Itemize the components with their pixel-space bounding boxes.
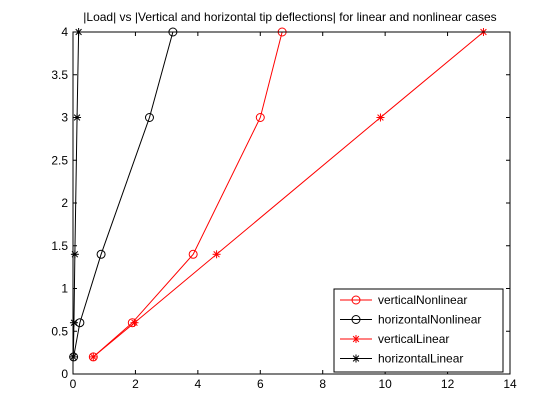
legend-swatch-marker <box>352 335 360 343</box>
y-tick-label: 2.5 <box>51 153 68 167</box>
series-verticalLinear <box>89 28 488 361</box>
data-point-horizontalLinear <box>70 250 79 259</box>
legend-swatch-marker <box>351 295 361 305</box>
x-tick-label: 8 <box>319 377 326 391</box>
data-point-verticalLinear <box>212 250 221 259</box>
y-tick-label: 1.5 <box>51 239 68 253</box>
y-tick-label: 3.5 <box>51 68 68 82</box>
legend-swatch-marker <box>351 315 361 324</box>
data-point-horizontalLinear <box>69 318 78 327</box>
series-line-horizontalNonlinear <box>73 31 174 357</box>
x-tick-label: 14 <box>503 377 517 391</box>
data-point-verticalNonlinear <box>255 113 265 122</box>
legend-label: horizontalNonlinear <box>378 313 481 327</box>
y-tick-label: 3 <box>61 111 68 125</box>
data-point-horizontalNonlinear <box>144 113 154 122</box>
x-tick-label: 0 <box>70 377 77 391</box>
x-tick-label: 6 <box>257 377 264 391</box>
data-point-verticalLinear <box>376 113 385 122</box>
y-tick-label: 0 <box>61 367 68 381</box>
data-point-verticalLinear <box>130 318 139 327</box>
legend-label: verticalNonlinear <box>378 293 467 307</box>
chart-title: |Load| vs |Vertical and horizontal tip d… <box>83 10 496 24</box>
data-point-horizontalNonlinear <box>96 249 106 259</box>
data-point-verticalLinear <box>89 352 98 361</box>
data-point-verticalNonlinear <box>188 249 198 259</box>
legend-label: verticalLinear <box>378 332 449 346</box>
series-layer <box>69 27 488 362</box>
legend: verticalNonlinear horizontalNonlinear vert… <box>333 288 504 373</box>
y-tick-label: 0.5 <box>51 324 68 338</box>
x-tick-label: 12 <box>441 377 455 391</box>
legend-item: horizontalNonlinear <box>340 313 481 327</box>
x-tick-label: 4 <box>195 377 202 391</box>
y-tick-label: 1 <box>61 282 68 296</box>
y-tick-label: 4 <box>61 25 68 39</box>
x-tick-label: 2 <box>132 377 139 391</box>
legend-item: verticalLinear <box>340 332 449 346</box>
legend-item: verticalNonlinear <box>340 293 467 307</box>
plot-frame <box>72 31 511 375</box>
legend-label: horizontalLinear <box>378 352 463 366</box>
data-point-horizontalLinear <box>73 113 82 122</box>
y-tick-label: 2 <box>61 196 68 210</box>
legend-swatch-marker <box>352 354 360 363</box>
series-line-verticalNonlinear <box>92 31 283 358</box>
legend-item: horizontalLinear <box>340 352 463 366</box>
x-tick-label: 10 <box>378 377 392 391</box>
